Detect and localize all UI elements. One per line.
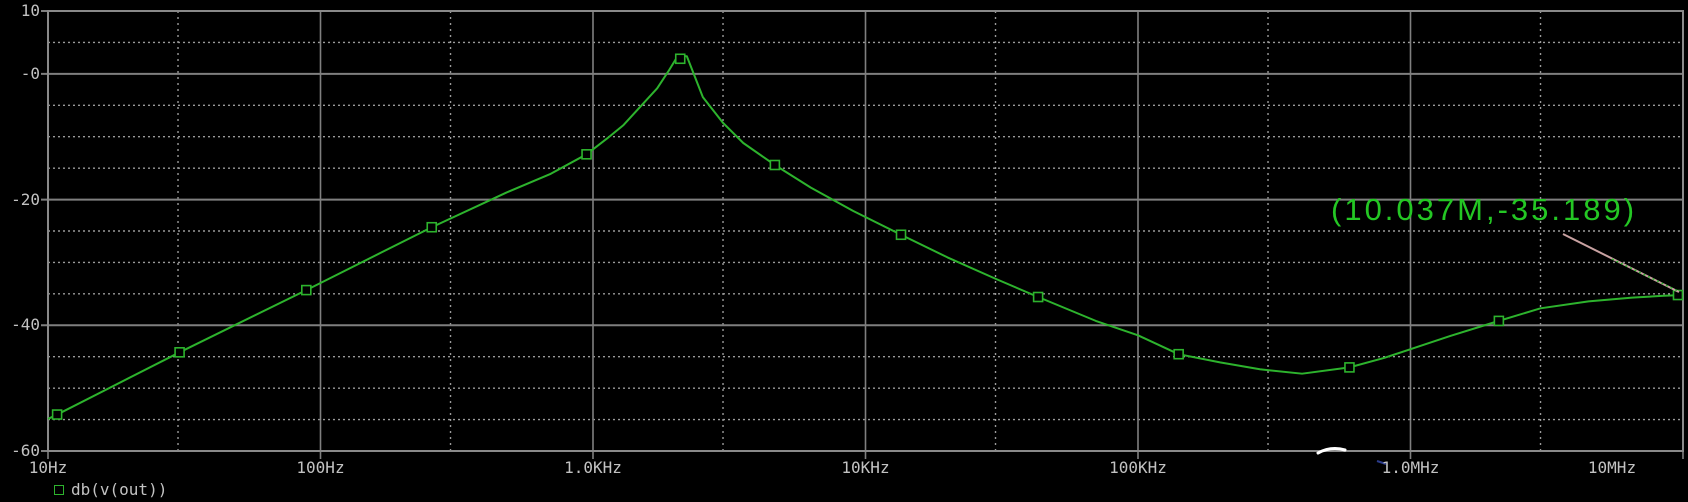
- x-tick-label: 10Hz: [28, 458, 68, 477]
- y-tick-label: 10: [20, 1, 40, 20]
- data-point-marker-icon: [1344, 362, 1355, 373]
- callout-pointer-line: [1562, 233, 1680, 293]
- data-point-marker-icon: [674, 53, 686, 65]
- data-point-marker-icon: [769, 159, 781, 171]
- trace-markers: [51, 53, 1684, 420]
- data-point-marker-icon: [1493, 315, 1505, 327]
- data-point-marker-icon: [174, 347, 185, 358]
- legend-series-label[interactable]: db(v(out)): [71, 480, 168, 499]
- y-tick-label: -0: [20, 63, 40, 83]
- trace-db-v-out[interactable]: [47, 54, 1684, 420]
- data-point-marker-icon: [581, 149, 592, 160]
- data-point-marker-icon: [51, 409, 63, 420]
- screen-artifact: [1376, 460, 1387, 465]
- x-tick-label: 1.0KHz: [564, 458, 622, 477]
- y-tick-label: -60: [11, 441, 40, 460]
- legend-series-marker-icon[interactable]: [54, 485, 64, 495]
- x-tick-label: 10KHz: [841, 458, 890, 477]
- data-point-marker-icon: [301, 284, 312, 296]
- screen-artifact: [1316, 447, 1347, 455]
- x-tick-label: 10MHz: [1587, 458, 1637, 477]
- y-tick-label: -20: [11, 189, 40, 209]
- x-tick-label: 100Hz: [296, 458, 345, 477]
- data-point-marker-icon: [1173, 348, 1184, 360]
- callout-dotted-line: [1611, 258, 1679, 292]
- x-tick-label: 1.0MHz: [1381, 458, 1440, 477]
- x-tick-label: 100KHz: [1109, 458, 1167, 477]
- cursor-callout: [1562, 233, 1680, 293]
- plot-frame: [47, 10, 1684, 452]
- y-tick-label: -40: [11, 315, 40, 335]
- data-point-marker-icon: [895, 229, 907, 241]
- grid: [41, 10, 1684, 459]
- cursor-value-label[interactable]: (10.037M,-35.189): [1331, 192, 1638, 227]
- data-point-marker-icon: [426, 221, 438, 233]
- data-point-marker-icon: [1032, 291, 1044, 303]
